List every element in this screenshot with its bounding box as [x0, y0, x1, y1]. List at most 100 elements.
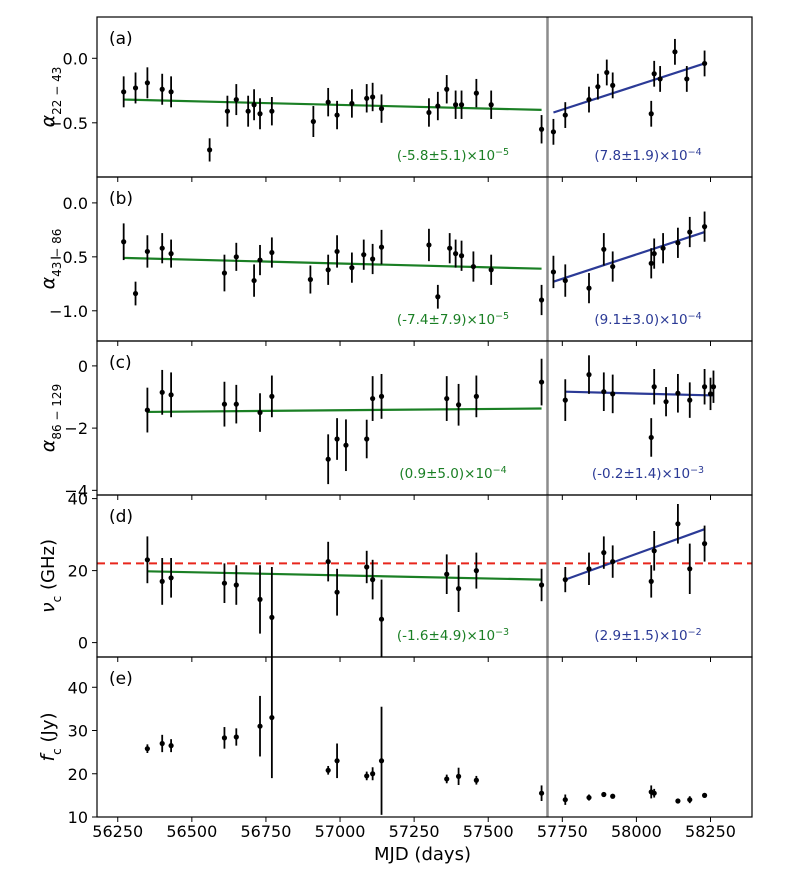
data-point [325, 99, 331, 105]
annotation-green-text: (-5.8±5.1)×10 [397, 148, 495, 164]
y-tick-label: 0 [78, 357, 88, 376]
plot-area [97, 495, 752, 657]
annotation-blue: (9.1±3.0)×10−4 [594, 311, 701, 329]
data-point [550, 129, 557, 135]
data-point [168, 392, 174, 398]
annotation-blue-text: (2.9±1.5)×10 [594, 628, 687, 644]
y-tick-label: 20 [68, 562, 88, 581]
data-point [435, 103, 441, 109]
data-point [701, 224, 708, 230]
data-point [144, 557, 150, 563]
annotation-green-text: (-7.4±7.9)×10 [397, 312, 495, 328]
y-tick-label: 0.0 [63, 194, 88, 213]
data-point [586, 566, 592, 572]
data-point [455, 773, 462, 779]
y-tick-label: −4 [64, 481, 88, 500]
y-label-symbol: α [37, 276, 59, 289]
data-point [121, 239, 127, 245]
fit-line-blue [553, 62, 705, 114]
data-point [701, 384, 708, 390]
y-label-subscript: 22 − 43 [50, 67, 64, 115]
data-point [675, 240, 681, 246]
x-tick-label: 57000 [315, 822, 366, 841]
data-point [444, 776, 450, 782]
data-point [334, 248, 340, 255]
data-point [675, 798, 681, 804]
data-point [370, 256, 376, 262]
data-point [701, 792, 708, 798]
data-point [349, 265, 355, 271]
x-tick-label: 57500 [463, 822, 514, 841]
data-point [470, 263, 477, 270]
annotation-blue: (7.8±1.9)×10−4 [594, 147, 701, 165]
y-tick-label: −1.0 [49, 302, 88, 321]
data-point [221, 270, 228, 276]
data-point [610, 559, 616, 565]
y-axis-label: α22 − 43 [37, 67, 64, 128]
y-tick-label: −0.5 [49, 248, 88, 267]
data-point [257, 723, 263, 729]
annotation-blue-exponent: −4 [688, 147, 702, 158]
data-point [370, 771, 376, 777]
data-point [207, 147, 213, 153]
data-point [221, 401, 228, 407]
data-point [648, 260, 654, 266]
data-point [233, 734, 239, 740]
data-point [257, 257, 263, 263]
data-point [233, 582, 239, 588]
data-point [233, 96, 239, 103]
data-point [257, 596, 263, 603]
data-point [168, 251, 174, 257]
y-label-subscript: c [50, 596, 64, 603]
data-point [435, 294, 441, 300]
data-point [168, 743, 174, 749]
data-point [648, 434, 654, 441]
data-point [233, 254, 239, 260]
data-point [473, 393, 479, 399]
y-tick-label: −0.5 [49, 114, 88, 133]
data-point [562, 797, 568, 803]
data-point [675, 390, 681, 396]
data-point [132, 85, 139, 91]
data-point [601, 791, 607, 798]
data-point [488, 267, 494, 273]
data-point [562, 397, 568, 403]
data-point [168, 89, 174, 95]
data-point [687, 797, 693, 803]
data-point [426, 109, 432, 116]
panel-3: 0−2−4(c)α86 − 129(0.9±5.0)×10−4 (-0.2±1.4… [37, 340, 753, 500]
panel-label: (d) [109, 507, 133, 527]
data-point [601, 389, 607, 395]
y-tick-label: 30 [68, 722, 88, 741]
data-point [233, 401, 239, 407]
fit-line-blue [553, 230, 705, 283]
data-point [370, 577, 376, 583]
data-point [651, 548, 657, 554]
y-tick-label: 40 [68, 678, 88, 697]
x-tick-label: 57750 [537, 822, 588, 841]
data-point [370, 94, 376, 100]
annotation-blue: (2.9±1.5)×10−2 [594, 627, 701, 645]
data-point [364, 564, 370, 570]
data-point [610, 263, 616, 270]
panel-label: (a) [109, 29, 133, 49]
data-point [562, 577, 568, 583]
annotation-blue-exponent: −2 [688, 627, 702, 638]
x-tick-label: 57250 [389, 822, 440, 841]
data-point [672, 49, 678, 55]
y-tick-label: 40 [68, 490, 88, 509]
data-point [455, 402, 462, 408]
x-tick-label: 56750 [240, 822, 291, 841]
data-point [687, 566, 693, 572]
data-point [378, 244, 385, 250]
annotation-blue-text: (9.1±3.0)×10 [594, 312, 687, 328]
data-point [159, 740, 165, 747]
data-point [159, 389, 165, 395]
data-point [325, 767, 331, 773]
y-axis-label: fc (Jy) [37, 712, 64, 761]
data-point [651, 251, 657, 257]
data-point [538, 126, 545, 132]
data-point [701, 541, 708, 547]
data-point [444, 571, 450, 577]
data-point [364, 773, 370, 779]
